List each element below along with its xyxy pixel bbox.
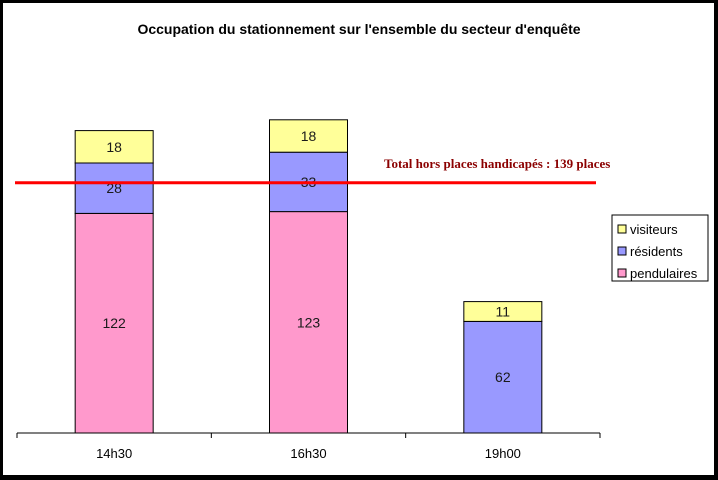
bar-segment-visiteurs[interactable] bbox=[74, 130, 154, 164]
data-label: 122 bbox=[102, 315, 126, 331]
chart-title: Occupation du stationnement sur l'ensemb… bbox=[137, 21, 580, 37]
legend-box bbox=[611, 214, 709, 282]
plot-area: 122281814h30123331816h30621119h00Total h… bbox=[15, 119, 610, 461]
data-label: 18 bbox=[301, 128, 317, 144]
reference-line-label: Total hors places handicapés : 139 place… bbox=[384, 156, 610, 171]
data-label: 18 bbox=[106, 139, 122, 155]
bar-segment-résidents[interactable] bbox=[463, 320, 543, 434]
bar-segment-pendulaires[interactable] bbox=[269, 211, 348, 434]
chart-frame: Occupation du stationnement sur l'ensemb… bbox=[3, 3, 714, 475]
x-tick-label: 16h30 bbox=[290, 446, 326, 461]
legend-label-visiteurs: visiteurs bbox=[630, 222, 678, 237]
legend-label-pendulaires: pendulaires bbox=[630, 266, 698, 281]
legend-swatch-pendulaires bbox=[617, 268, 627, 278]
chart: Occupation du stationnement sur l'ensemb… bbox=[15, 21, 709, 461]
bar-segment-visiteurs[interactable] bbox=[463, 301, 543, 322]
x-tick-label: 19h00 bbox=[485, 446, 521, 461]
legend-swatch-visiteurs bbox=[617, 224, 627, 234]
legend-swatch-résidents bbox=[617, 246, 627, 256]
x-tick-label: 14h30 bbox=[96, 446, 132, 461]
bar-segment-résidents[interactable] bbox=[74, 162, 154, 214]
data-label: 123 bbox=[297, 314, 321, 330]
bar-segment-visiteurs[interactable] bbox=[269, 119, 348, 153]
data-label: 62 bbox=[495, 369, 511, 385]
legend-label-résidents: résidents bbox=[630, 244, 683, 259]
bar-segment-pendulaires[interactable] bbox=[74, 212, 154, 434]
legend: visiteurs résidents pendulaires bbox=[611, 214, 709, 282]
data-label: 11 bbox=[496, 304, 511, 320]
